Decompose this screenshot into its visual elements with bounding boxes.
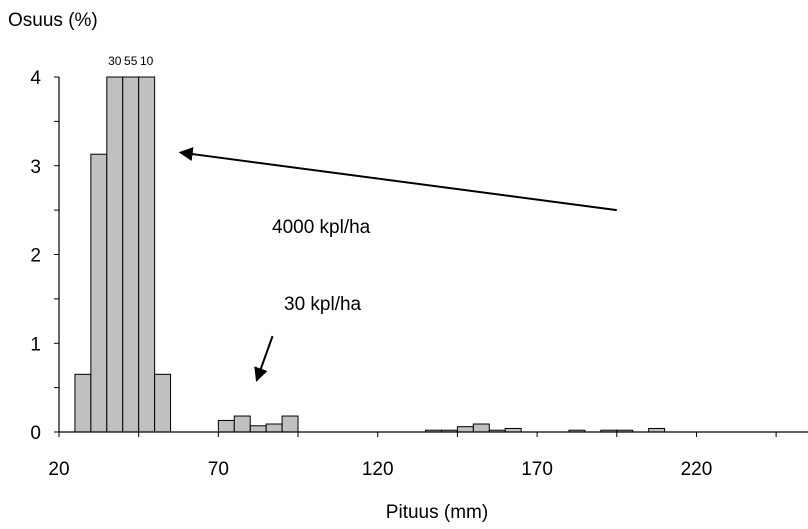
- x-tick-label: 20: [48, 459, 69, 480]
- histogram-bar: [217, 419, 235, 433]
- axes-layer: [54, 76, 808, 437]
- y-tick-label: 1: [30, 334, 41, 355]
- histogram-bar: [90, 153, 108, 433]
- bars-layer: [74, 76, 666, 433]
- bar-value-label: 30: [108, 54, 122, 68]
- histogram-bar: [249, 425, 267, 433]
- bar-value-label: 10: [140, 54, 154, 68]
- x-axis-title: Pituus (mm): [386, 502, 488, 523]
- y-tick-label: 4: [30, 68, 41, 89]
- y-axis-title: Osuus (%): [8, 10, 98, 31]
- annotation-arrow: [178, 147, 617, 212]
- y-tick-label: 0: [30, 423, 41, 444]
- histogram-bar: [265, 423, 283, 433]
- histogram-bar: [138, 76, 156, 433]
- y-tick-label: 3: [30, 157, 41, 178]
- x-tick-label: 170: [521, 459, 553, 480]
- y-tick-label: 2: [30, 246, 41, 267]
- histogram-bar: [74, 373, 92, 433]
- histogram-bar: [154, 373, 172, 433]
- annotations-layer: 4000 kpl/ha 30 kpl/ha: [178, 147, 617, 382]
- x-tick-label: 70: [208, 459, 229, 480]
- histogram-bar: [281, 415, 299, 433]
- annotation-arrow: [254, 335, 274, 382]
- histogram-bar: [233, 415, 251, 433]
- x-tick-label: 120: [362, 459, 394, 480]
- histogram-bar: [472, 423, 490, 433]
- histogram-bar: [122, 76, 140, 433]
- annotation-label: 4000 kpl/ha: [272, 217, 371, 238]
- labels-layer: 30 55 10 0 1 2 3 4 20 70 120 170 220: [30, 54, 712, 480]
- x-tick-label: 220: [681, 459, 713, 480]
- histogram-bar: [106, 76, 124, 433]
- bar-value-label: 55: [124, 54, 138, 68]
- histogram-bar: [456, 426, 474, 433]
- annotation-label: 30 kpl/ha: [284, 294, 362, 315]
